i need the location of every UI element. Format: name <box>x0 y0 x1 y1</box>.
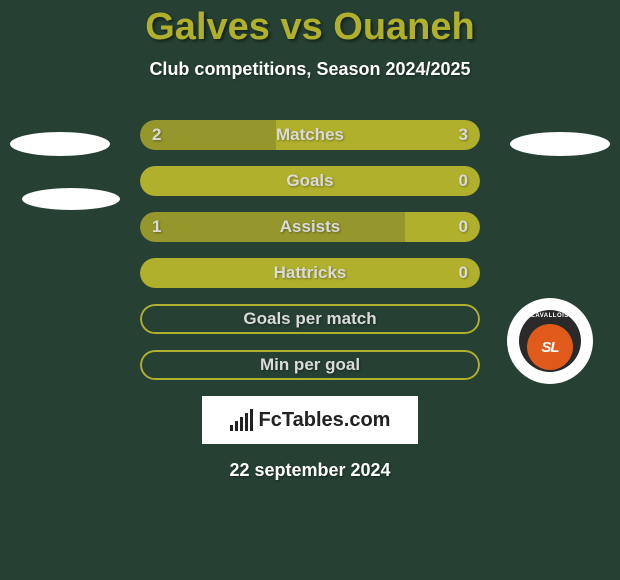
comparison-title: Galves vs Ouaneh <box>0 0 620 49</box>
stat-row: Hattricks 0 <box>140 258 480 288</box>
stat-label: Matches <box>276 125 344 145</box>
stat-label: Assists <box>280 217 340 237</box>
stat-value-right: 0 <box>459 171 468 191</box>
comparison-subtitle: Club competitions, Season 2024/2025 <box>0 59 620 80</box>
stat-value-right: 3 <box>459 125 468 145</box>
fctables-logo: FcTables.com <box>202 396 418 444</box>
signal-icon <box>230 409 253 431</box>
stat-value-right: 0 <box>459 263 468 283</box>
stats-chart: LAVALLOIS SL Matches23Goals0Assists10Hat… <box>0 120 620 380</box>
club-badge-top-text: LAVALLOIS <box>531 313 569 319</box>
club-badge: LAVALLOIS SL <box>507 298 593 384</box>
player-left-oval-1 <box>10 132 110 156</box>
comparison-date: 22 september 2024 <box>0 460 620 481</box>
stat-row: Min per goal <box>140 350 480 380</box>
club-badge-sl: SL <box>541 339 558 356</box>
stat-value-left: 2 <box>152 125 161 145</box>
stat-bar-left <box>140 212 405 242</box>
stat-label: Hattricks <box>274 263 347 283</box>
stat-label: Goals <box>286 171 333 191</box>
fctables-logo-text: FcTables.com <box>259 409 391 432</box>
stat-value-right: 0 <box>459 217 468 237</box>
stat-row: Goals 0 <box>140 166 480 196</box>
stat-value-left: 1 <box>152 217 161 237</box>
stat-row: Assists 1 0 <box>140 212 480 242</box>
stat-label: Goals per match <box>243 309 376 329</box>
stat-bar-right <box>405 212 480 242</box>
stat-row: Goals per match <box>140 304 480 334</box>
player-right-oval-1 <box>510 132 610 156</box>
club-badge-inner: LAVALLOIS SL <box>519 310 581 372</box>
stat-row: Matches 2 3 <box>140 120 480 150</box>
club-badge-circle: SL <box>527 324 573 370</box>
player-left-oval-2 <box>22 188 120 210</box>
stat-label: Min per goal <box>260 355 360 375</box>
